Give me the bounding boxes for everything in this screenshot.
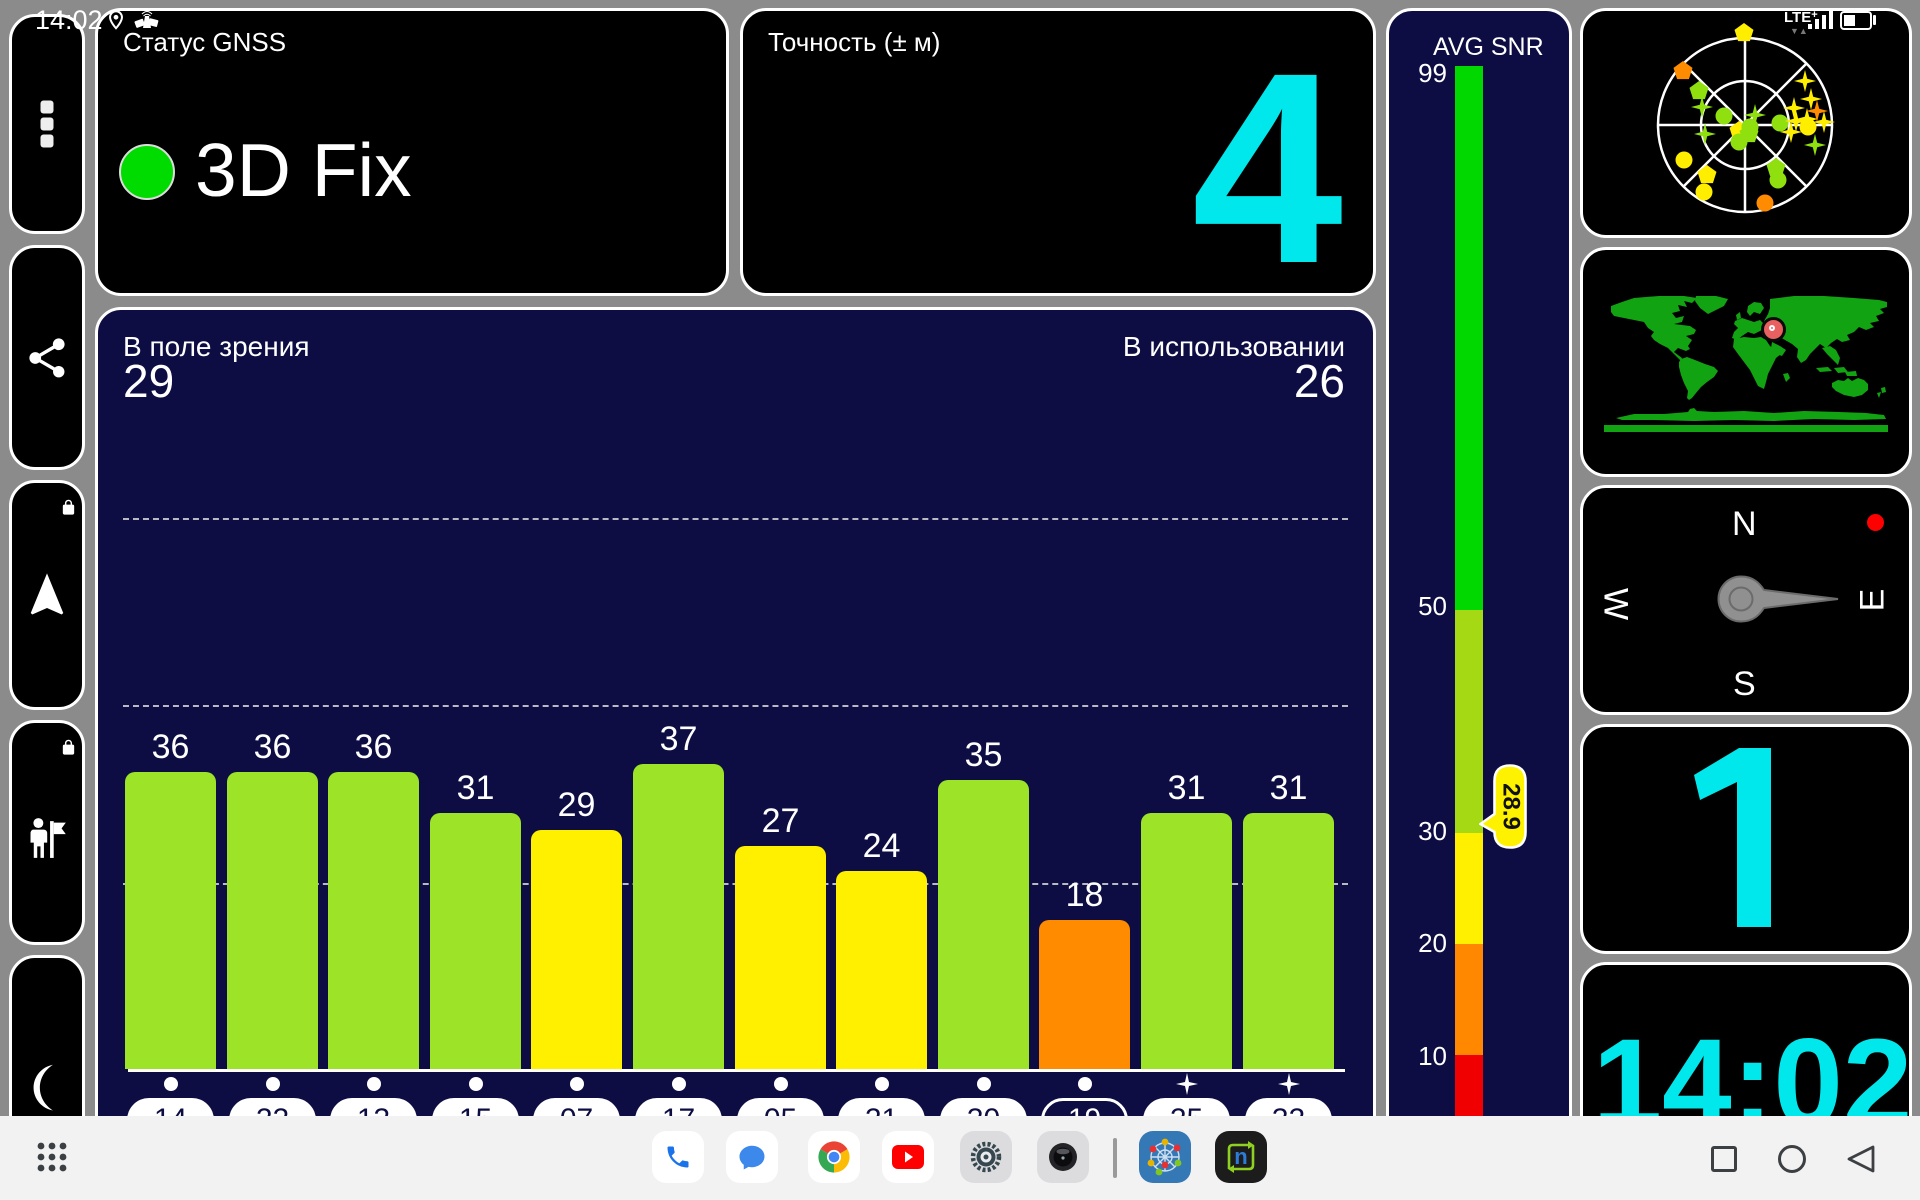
svg-text:28.9: 28.9: [1498, 783, 1525, 830]
svg-text:n: n: [1234, 1144, 1247, 1169]
